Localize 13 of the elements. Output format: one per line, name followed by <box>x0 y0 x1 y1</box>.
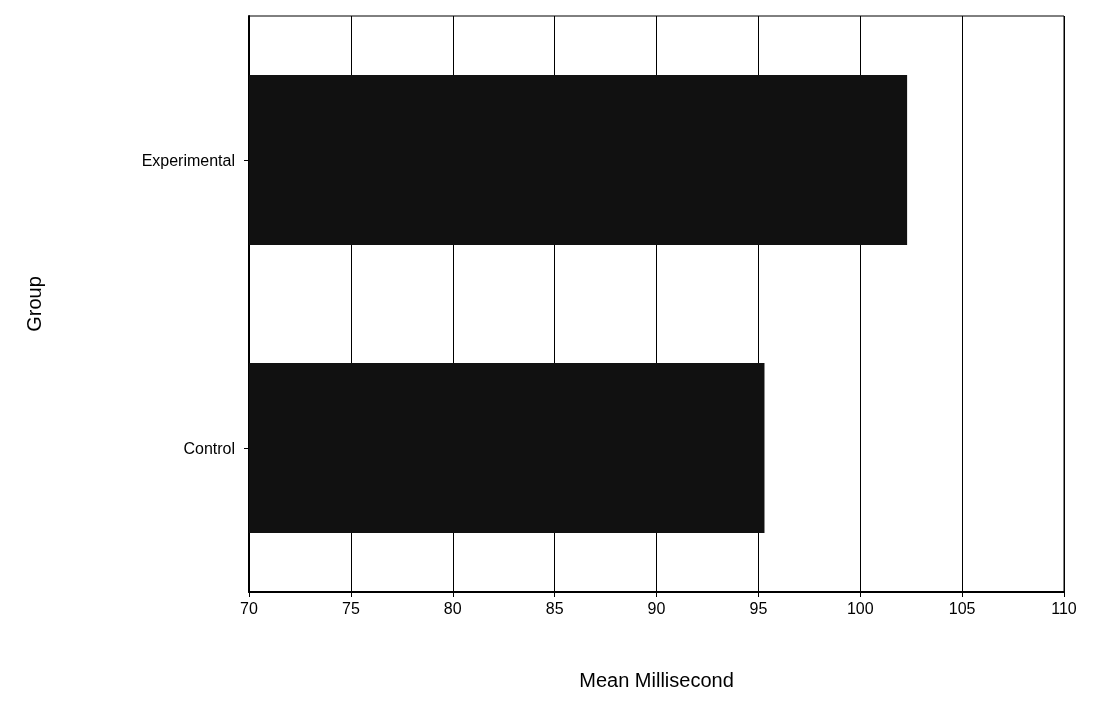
x-tick-label: 105 <box>948 599 976 617</box>
y-axis-title: Group <box>23 276 45 332</box>
y-tick-label: Experimental <box>141 151 235 169</box>
x-tick-label: 95 <box>749 599 768 617</box>
x-tick-label: 80 <box>443 599 462 617</box>
x-tick-label: 110 <box>1051 599 1077 617</box>
x-tick-label: 90 <box>647 599 666 617</box>
y-tick-label: Control <box>183 439 235 457</box>
x-tick-label: 75 <box>341 599 360 617</box>
x-tick-label: 100 <box>846 599 874 617</box>
x-axis-title: Mean Millisecond <box>579 669 734 691</box>
x-tick-label: 70 <box>240 599 258 617</box>
x-tick-label: 85 <box>545 599 564 617</box>
